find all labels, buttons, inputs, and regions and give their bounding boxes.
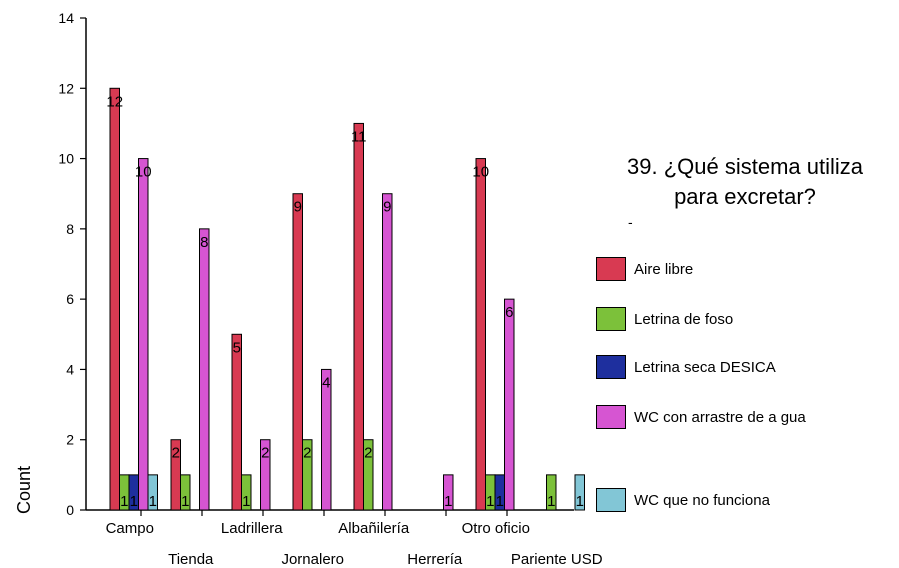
bar [443,474,454,511]
x-tick-label: Otro oficio [462,520,530,537]
x-tick-label: Ladrillera [221,520,283,537]
legend-item-aire-libre: Aire libre [596,257,834,283]
legend-title-line-1: 39. ¿Qué sistema utiliza [627,154,863,179]
legend-swatch [596,257,626,281]
data-label: 6 [505,304,513,321]
y-tick-label: 14 [58,10,74,26]
data-label: 2 [303,445,311,462]
legend-label: Letrina de foso [634,311,734,328]
y-tick-label: 8 [66,221,74,237]
bar [292,193,303,511]
bar [109,87,120,511]
data-label: 1 [576,493,584,510]
data-label: 8 [200,234,208,251]
legend-item-wc-que-no-funciona: WC que no funciona [596,488,834,514]
y-tick-label: 6 [66,291,74,307]
bar [321,368,332,511]
data-label: 1 [547,493,555,510]
data-label: 9 [383,199,391,216]
data-label: 10 [472,164,489,181]
data-label: 1 [486,493,494,510]
bar [574,474,585,511]
y-tick-label: 2 [66,432,74,448]
bar [353,122,364,511]
legend-label: WC con arrastre de a gua [634,409,806,426]
x-tick-label: Jornalero [281,551,344,568]
data-label: 2 [261,445,269,462]
legend-swatch [596,355,626,379]
x-tick-label: Albañilería [338,520,410,537]
bar [138,158,149,511]
chart-category-labels: Campo Tienda Ladrillera Jornalero Albañilerí… [106,520,603,568]
x-tick-label: Campo [106,520,154,537]
data-label: 9 [294,199,302,216]
legend-title-line-2: para excretar? [674,184,816,209]
legend-swatch [596,405,626,429]
data-label: 4 [322,374,330,391]
legend-item-letrina-de-foso: Letrina de foso [596,307,834,333]
data-label: 1 [149,493,157,510]
data-label: 12 [106,93,123,110]
legend-label: Aire libre [634,261,694,278]
data-label: 1 [120,493,128,510]
x-tick-label: Pariente USD [511,551,603,568]
bar [147,474,158,511]
bar [382,193,393,511]
x-tick-label: Tienda [168,551,214,568]
data-label: 1 [130,493,138,510]
legend-swatch [596,488,626,512]
legend-label: WC que no funciona [634,492,770,509]
data-label: 10 [135,164,152,181]
bar [241,474,252,511]
legend-swatch [596,307,626,331]
legend-label: Letrina seca DESICA [634,359,776,376]
y-tick-label: 4 [66,361,74,377]
data-label: 1 [496,493,504,510]
chart-bars [109,87,585,511]
data-label: 1 [242,493,250,510]
bar [199,228,210,511]
x-tick-label: Herrería [407,551,463,568]
bar [475,158,486,511]
bar [260,439,271,511]
data-label: 1 [181,493,189,510]
bar [363,439,374,511]
y-tick-label: 0 [66,502,74,518]
legend-item-wc-con-arrastre: WC con arrastre de a gua [596,405,814,431]
bar [302,439,313,511]
y-tick-label: 12 [58,80,74,96]
data-label: 1 [444,493,452,510]
legend-title: 39. ¿Qué sistema utiliza para excretar? [600,152,890,212]
data-label: 2 [172,445,180,462]
data-label: 2 [364,445,372,462]
data-label: 5 [233,339,241,356]
legend-item-letrina-seca-desica: Letrina seca DESICA [596,355,834,381]
bar [504,298,515,511]
y-tick-label: 10 [58,151,74,167]
legend-title-mark: - [628,214,633,230]
bar [231,333,242,511]
bar [180,474,191,511]
bar [546,474,557,511]
data-label: 11 [351,128,367,145]
y-axis-label: Count [14,466,34,514]
